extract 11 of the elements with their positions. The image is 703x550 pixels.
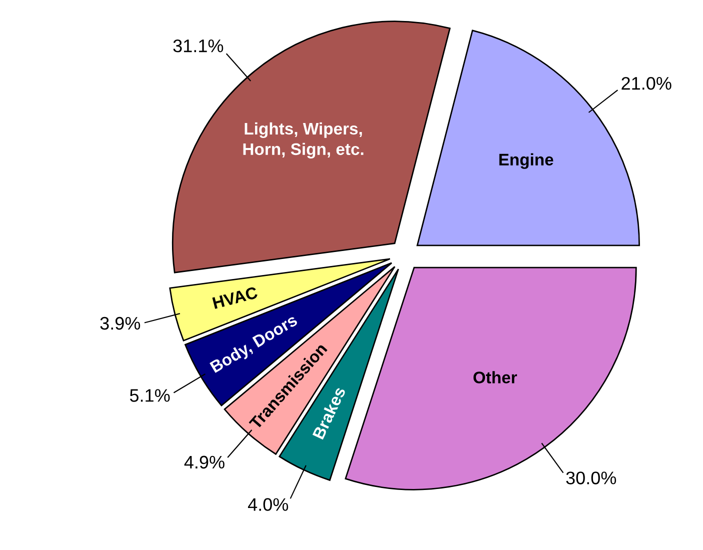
- slice-label: Lights, Wipers, Horn, Sign, etc.: [243, 122, 364, 158]
- data-label: 5.1%: [130, 389, 170, 402]
- data-label: 3.9%: [100, 316, 140, 330]
- data-label: 4.0%: [248, 498, 288, 511]
- slice-label: Other: [474, 371, 518, 384]
- data-label: 31.1%: [173, 39, 224, 52]
- slice-label: Engine: [499, 153, 554, 169]
- data-label: 4.9%: [184, 456, 224, 469]
- data-label: 21.0%: [622, 76, 672, 90]
- data-label: 30.0%: [566, 472, 616, 484]
- slice-label: HVAC: [212, 286, 258, 309]
